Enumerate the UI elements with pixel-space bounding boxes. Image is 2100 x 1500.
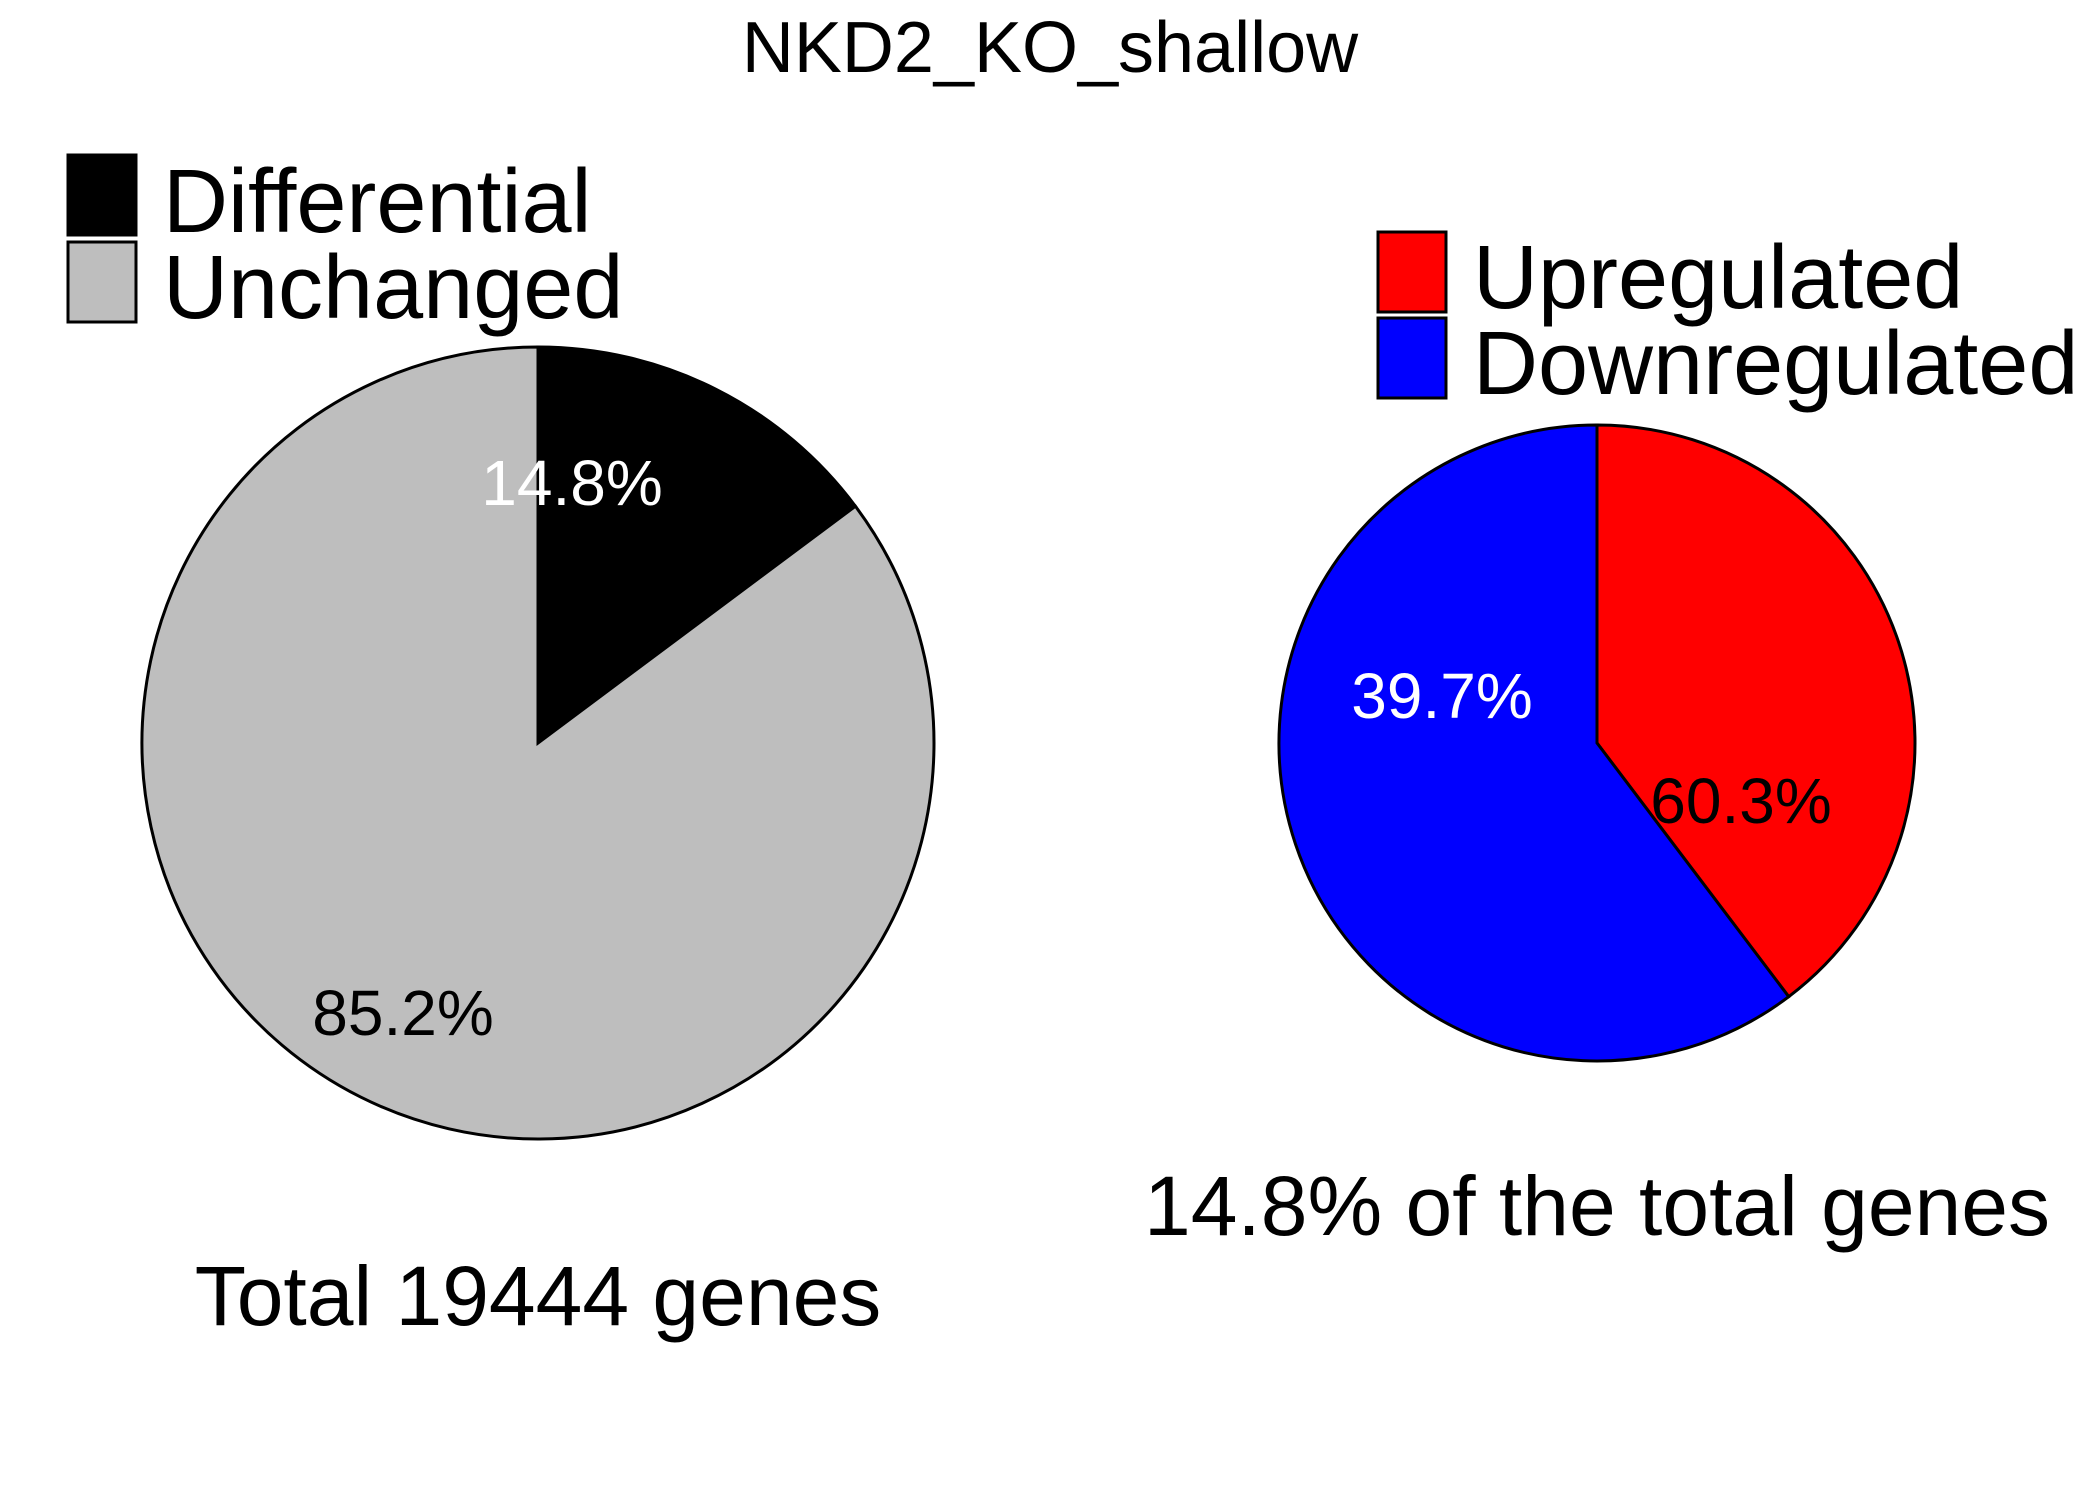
pie-slice-upregulated bbox=[1595, 423, 1917, 999]
legend-swatch-differential bbox=[66, 153, 138, 237]
slice-label-unchanged: 85.2% bbox=[312, 977, 493, 1049]
pie-slices-total bbox=[140, 345, 936, 1141]
pie-caption-differential: 14.8% of the total genes bbox=[1144, 1159, 2050, 1253]
slice-label-upregulated: 60.3% bbox=[1650, 765, 1831, 837]
pie-slice-unchanged bbox=[140, 345, 936, 1141]
legend-swatch-downregulated bbox=[1376, 316, 1448, 400]
legend-label-differential: Differential bbox=[163, 152, 592, 252]
pie-slice-downregulated bbox=[1277, 423, 1791, 1063]
pie-slice-differential bbox=[536, 345, 858, 746]
legend-label-unchanged: Unchanged bbox=[163, 238, 623, 338]
legend-swatch-unchanged bbox=[66, 240, 138, 324]
figure-title: NKD2_KO_shallow bbox=[742, 8, 1359, 88]
legend-label-upregulated: Upregulated bbox=[1473, 228, 1963, 328]
legend-swatch-upregulated bbox=[1376, 230, 1448, 314]
slice-label-differential: 14.8% bbox=[481, 447, 662, 519]
pie-legend-differential: Upregulated Downregulated bbox=[1376, 228, 2078, 414]
pie-chart-differential: Upregulated Downregulated 60.3% 39.7% 14… bbox=[1144, 228, 2078, 1253]
pie-slices-differential bbox=[1277, 423, 1917, 1063]
pie-legend-total: Differential Unchanged bbox=[66, 152, 623, 338]
legend-label-downregulated: Downregulated bbox=[1473, 314, 2078, 414]
pie-caption-total: Total 19444 genes bbox=[195, 1249, 882, 1343]
slice-label-downregulated: 39.7% bbox=[1351, 660, 1532, 732]
pie-chart-total: Differential Unchanged 14.8% 85.2% Total… bbox=[66, 152, 936, 1343]
